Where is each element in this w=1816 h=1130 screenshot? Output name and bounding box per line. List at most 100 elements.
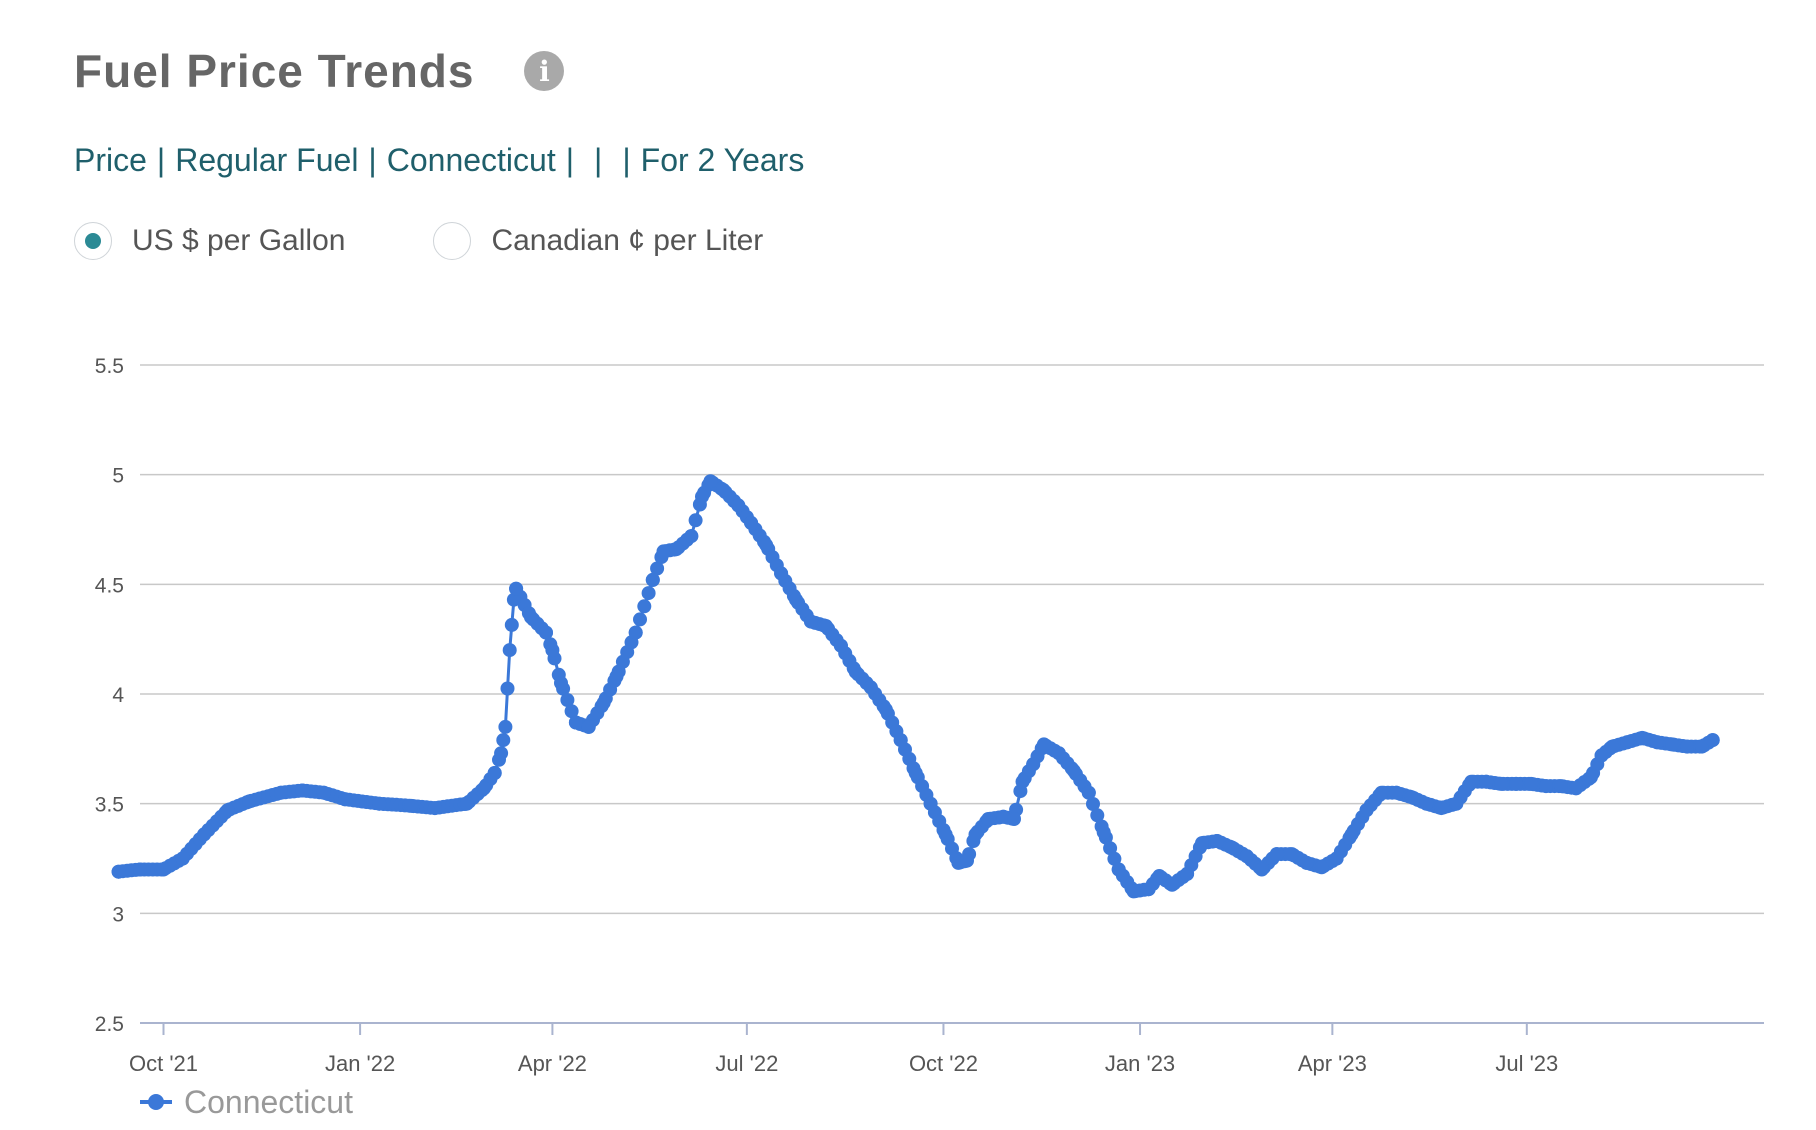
data-point [1359, 803, 1374, 818]
data-point [156, 862, 171, 877]
data-point [650, 561, 665, 576]
data-point [596, 695, 611, 710]
data-point [938, 827, 953, 842]
separator: | [565, 142, 575, 178]
data-point [789, 592, 803, 607]
data-point [502, 643, 517, 658]
data-point [1695, 739, 1709, 754]
data-point [506, 592, 521, 607]
data-point [1036, 737, 1051, 752]
data-point [1090, 808, 1105, 823]
unit-label-cad-liter: Canadian ¢ per Liter [491, 224, 764, 257]
y-tick-label: 3 [112, 903, 124, 926]
data-point [774, 566, 789, 581]
data-point [1344, 827, 1359, 842]
data-point [487, 766, 502, 780]
data-point [695, 489, 709, 504]
data-point [656, 544, 671, 559]
data-point [609, 669, 624, 684]
data-point [731, 498, 746, 513]
header: Fuel Price Trends i [74, 44, 565, 98]
x-tick-label: Apr '22 [518, 1051, 587, 1076]
info-icon[interactable]: i [524, 51, 565, 91]
data-point [242, 794, 256, 809]
data-point [1299, 855, 1314, 870]
data-point [554, 676, 568, 690]
y-tick-label: 4.5 [95, 574, 124, 597]
x-tick-label: Oct '21 [129, 1051, 198, 1076]
radio-usd-gallon[interactable] [74, 222, 112, 260]
data-point [804, 614, 818, 629]
data-point [1524, 776, 1539, 791]
data-point [1239, 849, 1254, 864]
filter-region[interactable]: Connecticut [386, 142, 556, 178]
data-point [908, 766, 923, 780]
legend-label: Connecticut [184, 1084, 353, 1120]
data-point [427, 801, 442, 816]
data-point [581, 719, 596, 734]
data-point [669, 542, 684, 557]
data-point [1705, 733, 1720, 748]
unit-option-cad-liter[interactable]: Canadian ¢ per Liter [433, 222, 763, 260]
data-point [981, 812, 996, 826]
x-tick-label: Apr '23 [1298, 1051, 1367, 1076]
data-point [1086, 797, 1100, 811]
data-point [1269, 847, 1284, 862]
data-point [960, 853, 974, 868]
x-tick-label: Oct '22 [909, 1051, 978, 1076]
data-point [1141, 882, 1156, 897]
data-point [1051, 746, 1066, 761]
data-point [641, 586, 656, 601]
data-point [564, 704, 579, 719]
data-point [1081, 785, 1096, 800]
unit-option-usd-gallon[interactable]: US $ per Gallon [74, 222, 345, 260]
data-point [1665, 737, 1680, 752]
data-point [759, 537, 774, 552]
unit-selector: US $ per Gallon Canadian ¢ per Liter [74, 222, 763, 260]
y-tick-label: 5.5 [95, 355, 124, 378]
data-point [923, 796, 938, 811]
radio-selected-dot [85, 233, 101, 249]
data-point [1583, 770, 1598, 785]
data-point [1015, 774, 1030, 789]
data-point [560, 693, 575, 707]
data-point [633, 612, 647, 627]
x-tick-label: Jul '22 [715, 1051, 778, 1076]
filter-period[interactable]: For 2 Years [640, 142, 805, 178]
data-point [833, 638, 848, 653]
data-point [316, 785, 331, 800]
data-point [1509, 776, 1524, 791]
data-point [1404, 790, 1419, 805]
data-point [628, 625, 643, 640]
x-tick-label: Jan '22 [325, 1051, 395, 1076]
page-title: Fuel Price Trends [74, 45, 475, 97]
data-point [1026, 757, 1041, 772]
data-point [111, 864, 126, 879]
data-point [1650, 735, 1665, 750]
y-tick-label: 3.5 [95, 794, 124, 817]
data-point [197, 827, 212, 842]
data-point [220, 803, 235, 818]
data-point [893, 733, 908, 748]
data-point [1180, 866, 1195, 881]
data-point [1464, 774, 1479, 789]
data-point [1434, 801, 1449, 816]
filter-breadcrumb: Price | Regular Fuel | Connecticut | | | For 2 Y… [74, 142, 804, 179]
data-point [863, 680, 878, 695]
filter-fuel[interactable]: Regular Fuel [175, 142, 359, 178]
data-point [818, 619, 833, 633]
data-point [1103, 841, 1118, 856]
filter-price[interactable]: Price [74, 142, 147, 178]
data-point [1605, 739, 1620, 754]
data-point [744, 515, 759, 530]
data-point [1419, 796, 1434, 811]
data-point [848, 665, 863, 680]
y-tick-label: 4 [112, 684, 124, 707]
data-point [539, 625, 553, 640]
data-point [274, 785, 288, 800]
data-point [1284, 847, 1299, 862]
data-point [1554, 779, 1568, 794]
data-point [1680, 739, 1695, 754]
data-point [496, 733, 511, 748]
radio-cad-liter[interactable] [433, 222, 472, 260]
